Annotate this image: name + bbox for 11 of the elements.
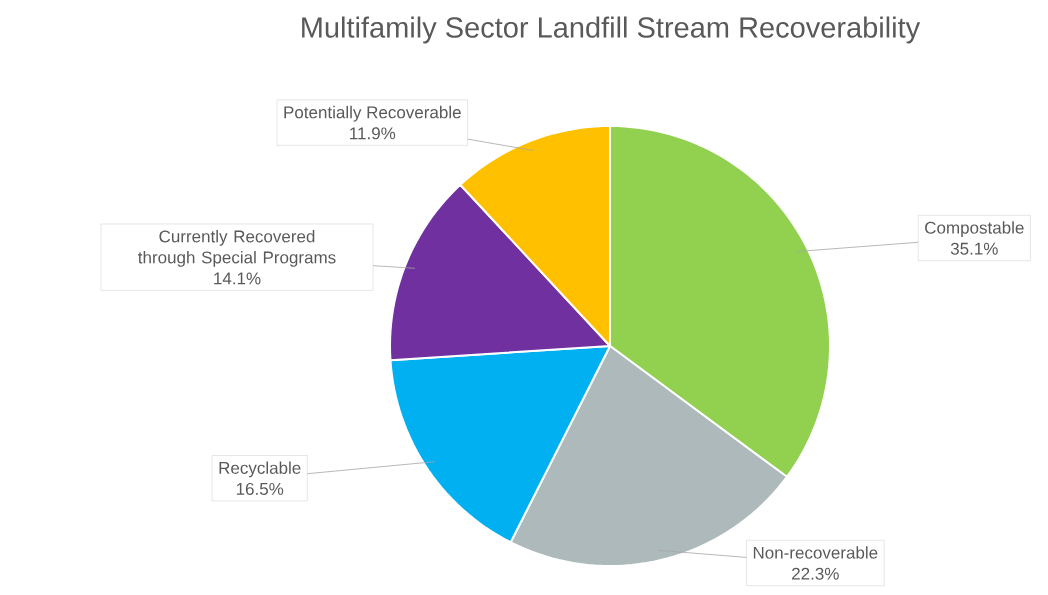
slice-label: Compostable [925,221,1024,238]
data-label: 16.5% [236,482,284,495]
slice-label: Recyclable [219,461,301,478]
data-label: 22.3% [792,567,839,580]
slice-label: Potentially Recoverable [284,105,461,122]
data-label: 14.1% [214,272,261,285]
chart-title: Multifamily Sector Landfill Stream Recoverability [302,16,921,44]
data-label: 11.9% [350,127,396,140]
slice-label: Non-recoverable [753,546,878,559]
data-label: 35.1% [950,242,998,255]
slice-label: Currently Recovered through Special Programs [138,230,336,267]
